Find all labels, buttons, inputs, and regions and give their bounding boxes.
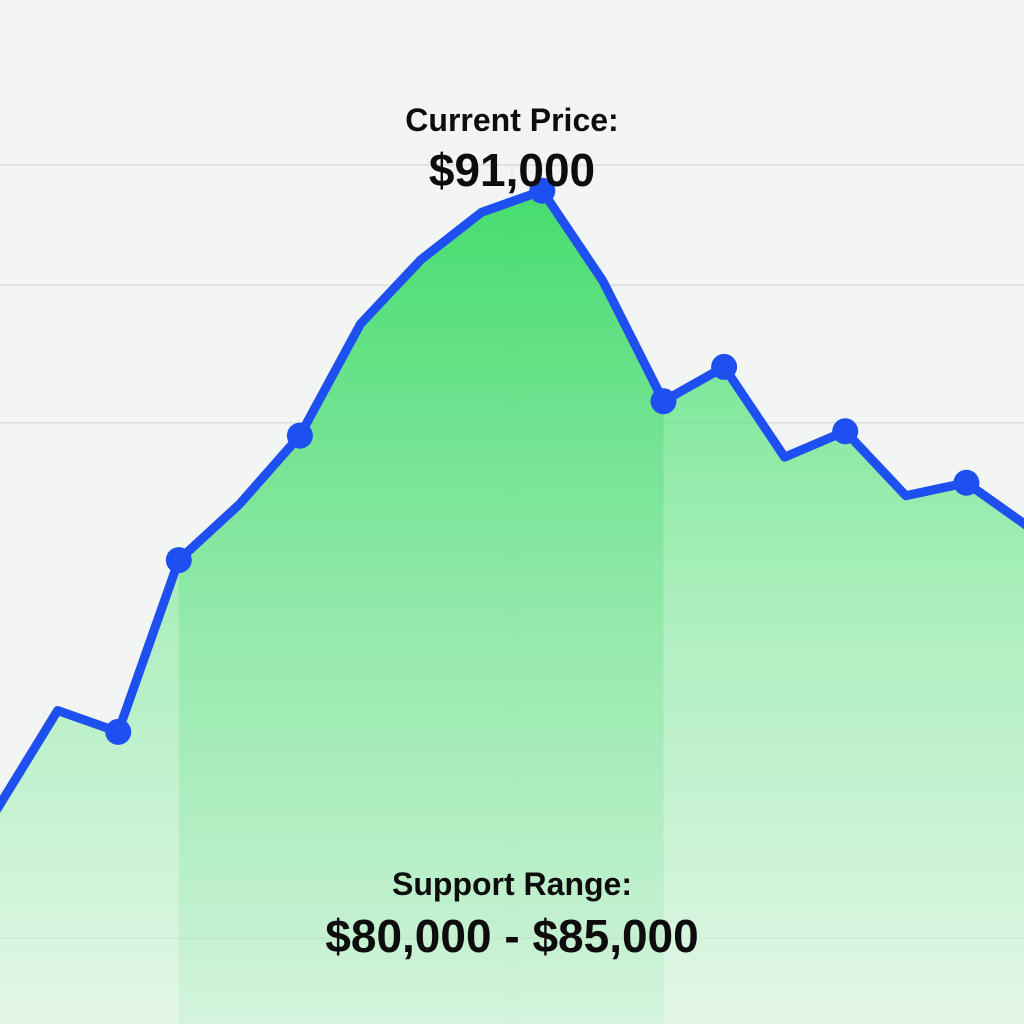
data-point-6: [286, 422, 313, 449]
data-point-15: [832, 418, 859, 445]
support-range-band: [178, 190, 664, 1024]
current-price-title: Current Price:: [405, 102, 619, 138]
support-range-title: Support Range:: [392, 866, 632, 902]
support-band: [178, 190, 664, 1024]
data-point-4: [165, 547, 192, 574]
support-range-value: $80,000 - $85,000: [325, 910, 699, 962]
data-point-3: [105, 718, 132, 745]
data-point-10: [529, 177, 556, 204]
current-price-value: $91,000: [428, 144, 596, 196]
data-point-13: [711, 353, 738, 380]
price-line: [0, 186, 1024, 813]
data-point-12: [650, 388, 677, 415]
price-line-series: [0, 186, 1024, 813]
data-markers: [105, 177, 980, 745]
data-point-17: [953, 469, 980, 496]
